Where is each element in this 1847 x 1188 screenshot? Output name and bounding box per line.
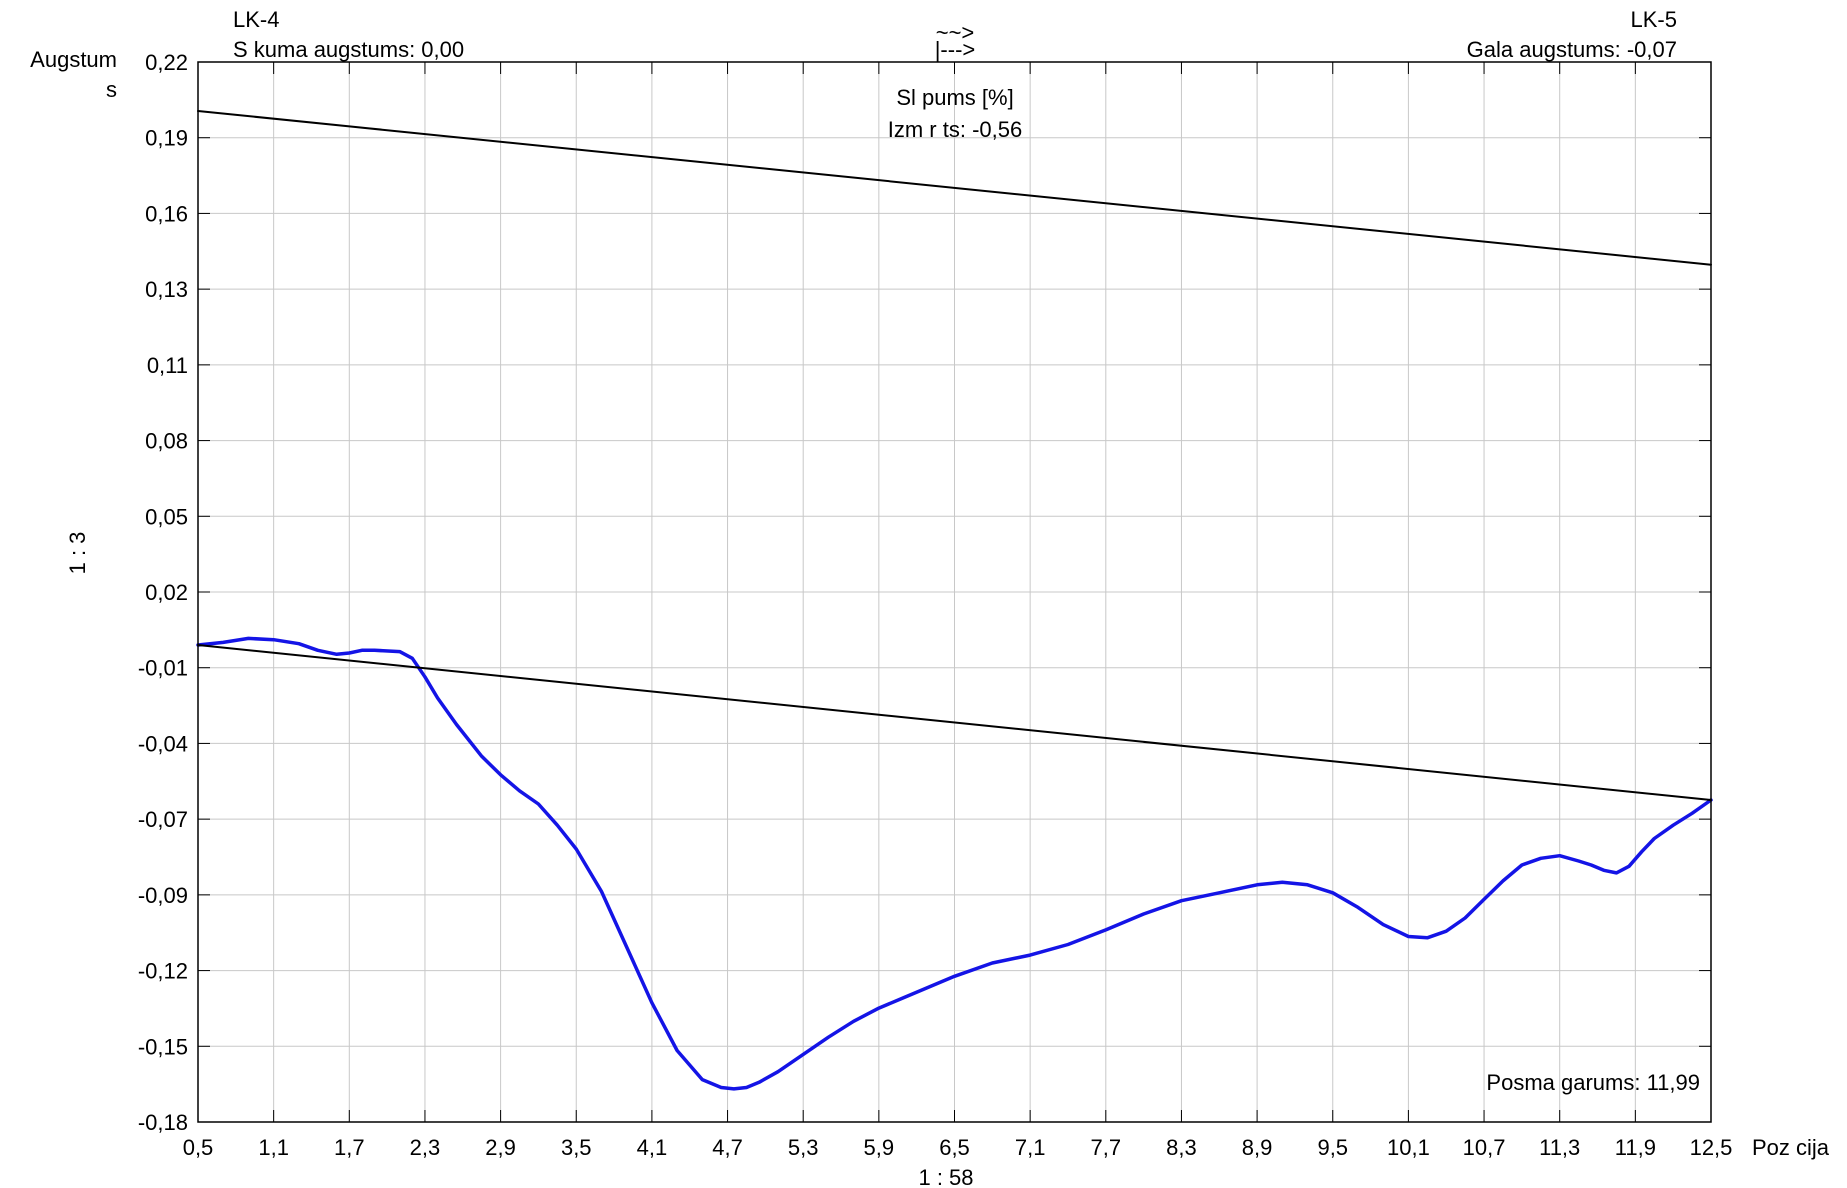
x-tick-label: 6,5 [939,1135,970,1160]
y-scale-label: 1 : 3 [65,532,90,575]
x-tick-label: 1,1 [258,1135,289,1160]
x-tick-label: 4,1 [637,1135,668,1160]
start-height-label: S kuma augstums: 0,00 [233,37,464,62]
direction-arrow-top: ~~> [936,20,975,45]
y-tick-label: 0,08 [145,429,188,454]
x-tick-label: 5,9 [864,1135,895,1160]
x-tick-label: 8,3 [1166,1135,1197,1160]
reference-slope-line [197,110,1712,266]
y-tick-label: 0,13 [145,277,188,302]
x-tick-label: 2,9 [485,1135,516,1160]
y-tick-labels: 0,22 0,19 0,16 0,13 0,11 0,08 0,05 0,02 -0,01 -0,… [138,50,188,1135]
series-group [196,110,1713,1091]
end-height-label: Gala augstums: -0,07 [1467,37,1677,62]
x-scale-label: 1 : 58 [918,1165,973,1188]
y-tick-label: 0,19 [145,126,188,151]
segment-length-label: Posma garums: 11,99 [1486,1070,1700,1095]
x-tick-label: 1,7 [334,1135,365,1160]
slope-value: Izm r ts: -0,56 [888,117,1022,142]
y-tick-label: 0,05 [145,504,188,529]
x-tick-label: 3,5 [561,1135,592,1160]
y-tick-label: -0,01 [138,656,188,681]
y-tick-label: 0,16 [145,201,188,226]
x-tick-label: 4,7 [712,1135,743,1160]
x-tick-label: 7,1 [1015,1135,1046,1160]
x-tick-label: 11,3 [1539,1135,1580,1160]
y-tick-label: -0,04 [138,731,188,756]
x-axis-label: Poz cija [1752,1135,1830,1160]
y-tick-label: -0,15 [138,1034,188,1059]
slope-title: Sl pums [%] [896,85,1013,110]
x-tick-label: 5,3 [788,1135,819,1160]
y-axis-label-line2: s [106,77,117,102]
x-tick-label: 12,5 [1690,1135,1733,1160]
y-tick-label: -0,09 [138,883,188,908]
y-tick-label: -0,18 [138,1110,188,1135]
direction-arrow-bottom: |---> [935,37,976,62]
x-tick-label: 0,5 [183,1135,214,1160]
x-tick-labels: 0,5 1,1 1,7 2,3 2,9 3,5 4,1 4,7 5,3 5,9 6,5 7,1 7,7 8… [183,1135,1733,1160]
design-slope-line [197,644,1712,801]
x-tick-label: 8,9 [1242,1135,1273,1160]
x-tick-label: 9,5 [1317,1135,1348,1160]
y-tick-label: 0,02 [145,580,188,605]
x-tick-label: 11,9 [1615,1135,1656,1160]
y-tick-label: 0,11 [147,353,188,378]
y-tick-label: -0,12 [138,959,188,984]
end-point-name: LK-5 [1631,7,1677,32]
x-tick-label: 10,7 [1463,1135,1506,1160]
start-point-name: LK-4 [233,7,279,32]
y-axis-label-line1: Augstum [30,47,117,72]
grid [197,61,1712,1123]
x-tick-label: 10,1 [1387,1135,1430,1160]
x-tick-label: 2,3 [410,1135,441,1160]
y-tick-label: 0,22 [145,50,188,75]
plot-frame [197,61,1712,1123]
x-tick-label: 7,7 [1091,1135,1122,1160]
y-tick-label: -0,07 [138,807,188,832]
